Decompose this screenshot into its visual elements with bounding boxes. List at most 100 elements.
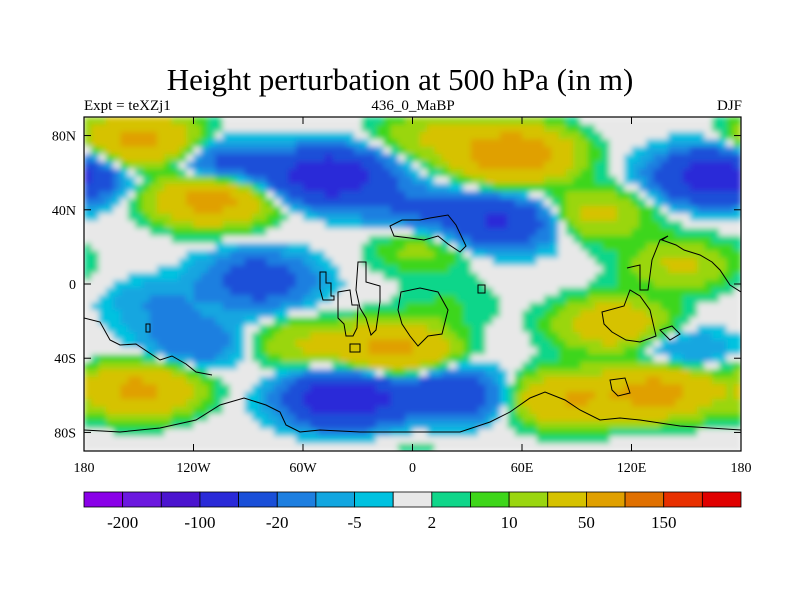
field-cell (638, 287, 647, 296)
field-cell (178, 220, 187, 229)
field-cell (208, 399, 216, 408)
field-cell (602, 124, 611, 133)
field-cell (449, 131, 457, 140)
field-cell (237, 154, 246, 163)
field-cell (631, 154, 640, 163)
field-cell (251, 443, 260, 451)
field-cell (120, 191, 129, 200)
field-cell (208, 302, 216, 311)
field-cell (682, 421, 691, 430)
field-cell (719, 235, 727, 244)
field-cell (704, 436, 713, 445)
field-cell (514, 206, 523, 215)
field-cell (726, 413, 735, 422)
field-cell (536, 391, 545, 400)
field-cell (478, 265, 487, 274)
field-cell (595, 309, 603, 318)
field-cell (565, 228, 574, 237)
field-cell (346, 235, 355, 244)
field-cell (171, 376, 180, 385)
field-cell (441, 354, 450, 363)
field-cell (558, 309, 567, 318)
field-cell (303, 391, 311, 400)
field-cell (631, 124, 640, 133)
field-cell (215, 309, 224, 318)
field-cell (251, 406, 260, 415)
field-cell (500, 361, 508, 370)
field-cell (719, 332, 727, 341)
field-cell (288, 317, 297, 326)
field-cell (500, 287, 508, 296)
field-cell (346, 139, 355, 148)
field-cell (609, 391, 618, 400)
field-cell (288, 428, 297, 437)
field-cell (682, 272, 691, 281)
field-cell (522, 272, 530, 281)
field-cell (237, 287, 246, 296)
field-cell (704, 206, 713, 215)
field-cell (682, 376, 691, 385)
field-cell (215, 206, 224, 215)
field-cell (251, 295, 260, 304)
field-cell (427, 436, 435, 445)
field-cell (127, 206, 136, 215)
field-cell (492, 339, 501, 348)
field-cell (689, 376, 698, 385)
field-cell (726, 302, 735, 311)
field-cell (551, 161, 560, 170)
field-cell (113, 406, 122, 415)
field-cell (98, 413, 107, 422)
field-cell (251, 436, 260, 445)
field-cell (91, 265, 100, 274)
field-cell (310, 235, 319, 244)
field-cell (624, 176, 633, 185)
field-cell (273, 309, 282, 318)
field-cell (317, 287, 326, 296)
field-cell (514, 317, 523, 326)
field-cell (573, 131, 581, 140)
field-cell (609, 309, 618, 318)
field-cell (558, 154, 567, 163)
field-cell (456, 191, 465, 200)
field-cell (288, 421, 297, 430)
field-cell (419, 117, 428, 126)
field-cell (346, 347, 355, 356)
field-cell (726, 391, 735, 400)
field-cell (368, 443, 377, 451)
field-cell (587, 376, 596, 385)
field-cell (719, 369, 727, 378)
field-cell (478, 117, 487, 126)
field-cell (697, 309, 706, 318)
field-cell (660, 436, 669, 445)
field-cell (668, 168, 676, 177)
field-cell (500, 399, 508, 408)
field-cell (412, 243, 421, 252)
field-cell (587, 213, 596, 222)
field-cell (317, 206, 326, 215)
field-cell (514, 168, 523, 177)
field-cell (711, 258, 720, 267)
field-cell (595, 154, 603, 163)
field-cell (157, 324, 165, 333)
field-cell (660, 428, 669, 437)
field-cell (164, 154, 173, 163)
field-cell (405, 287, 414, 296)
field-cell (522, 206, 530, 215)
field-cell (310, 280, 319, 289)
field-cell (361, 280, 370, 289)
field-cell (120, 369, 129, 378)
field-cell (573, 146, 581, 155)
field-cell (536, 161, 545, 170)
field-cell (427, 176, 435, 185)
field-cell (222, 124, 231, 133)
field-cell (653, 324, 662, 333)
field-cell (719, 265, 727, 274)
field-cell (84, 124, 92, 133)
field-cell (376, 399, 384, 408)
field-cell (390, 161, 399, 170)
field-cell (127, 258, 136, 267)
field-cell (616, 176, 625, 185)
field-cell (127, 413, 136, 422)
field-cell (631, 339, 640, 348)
field-cell (127, 361, 136, 370)
